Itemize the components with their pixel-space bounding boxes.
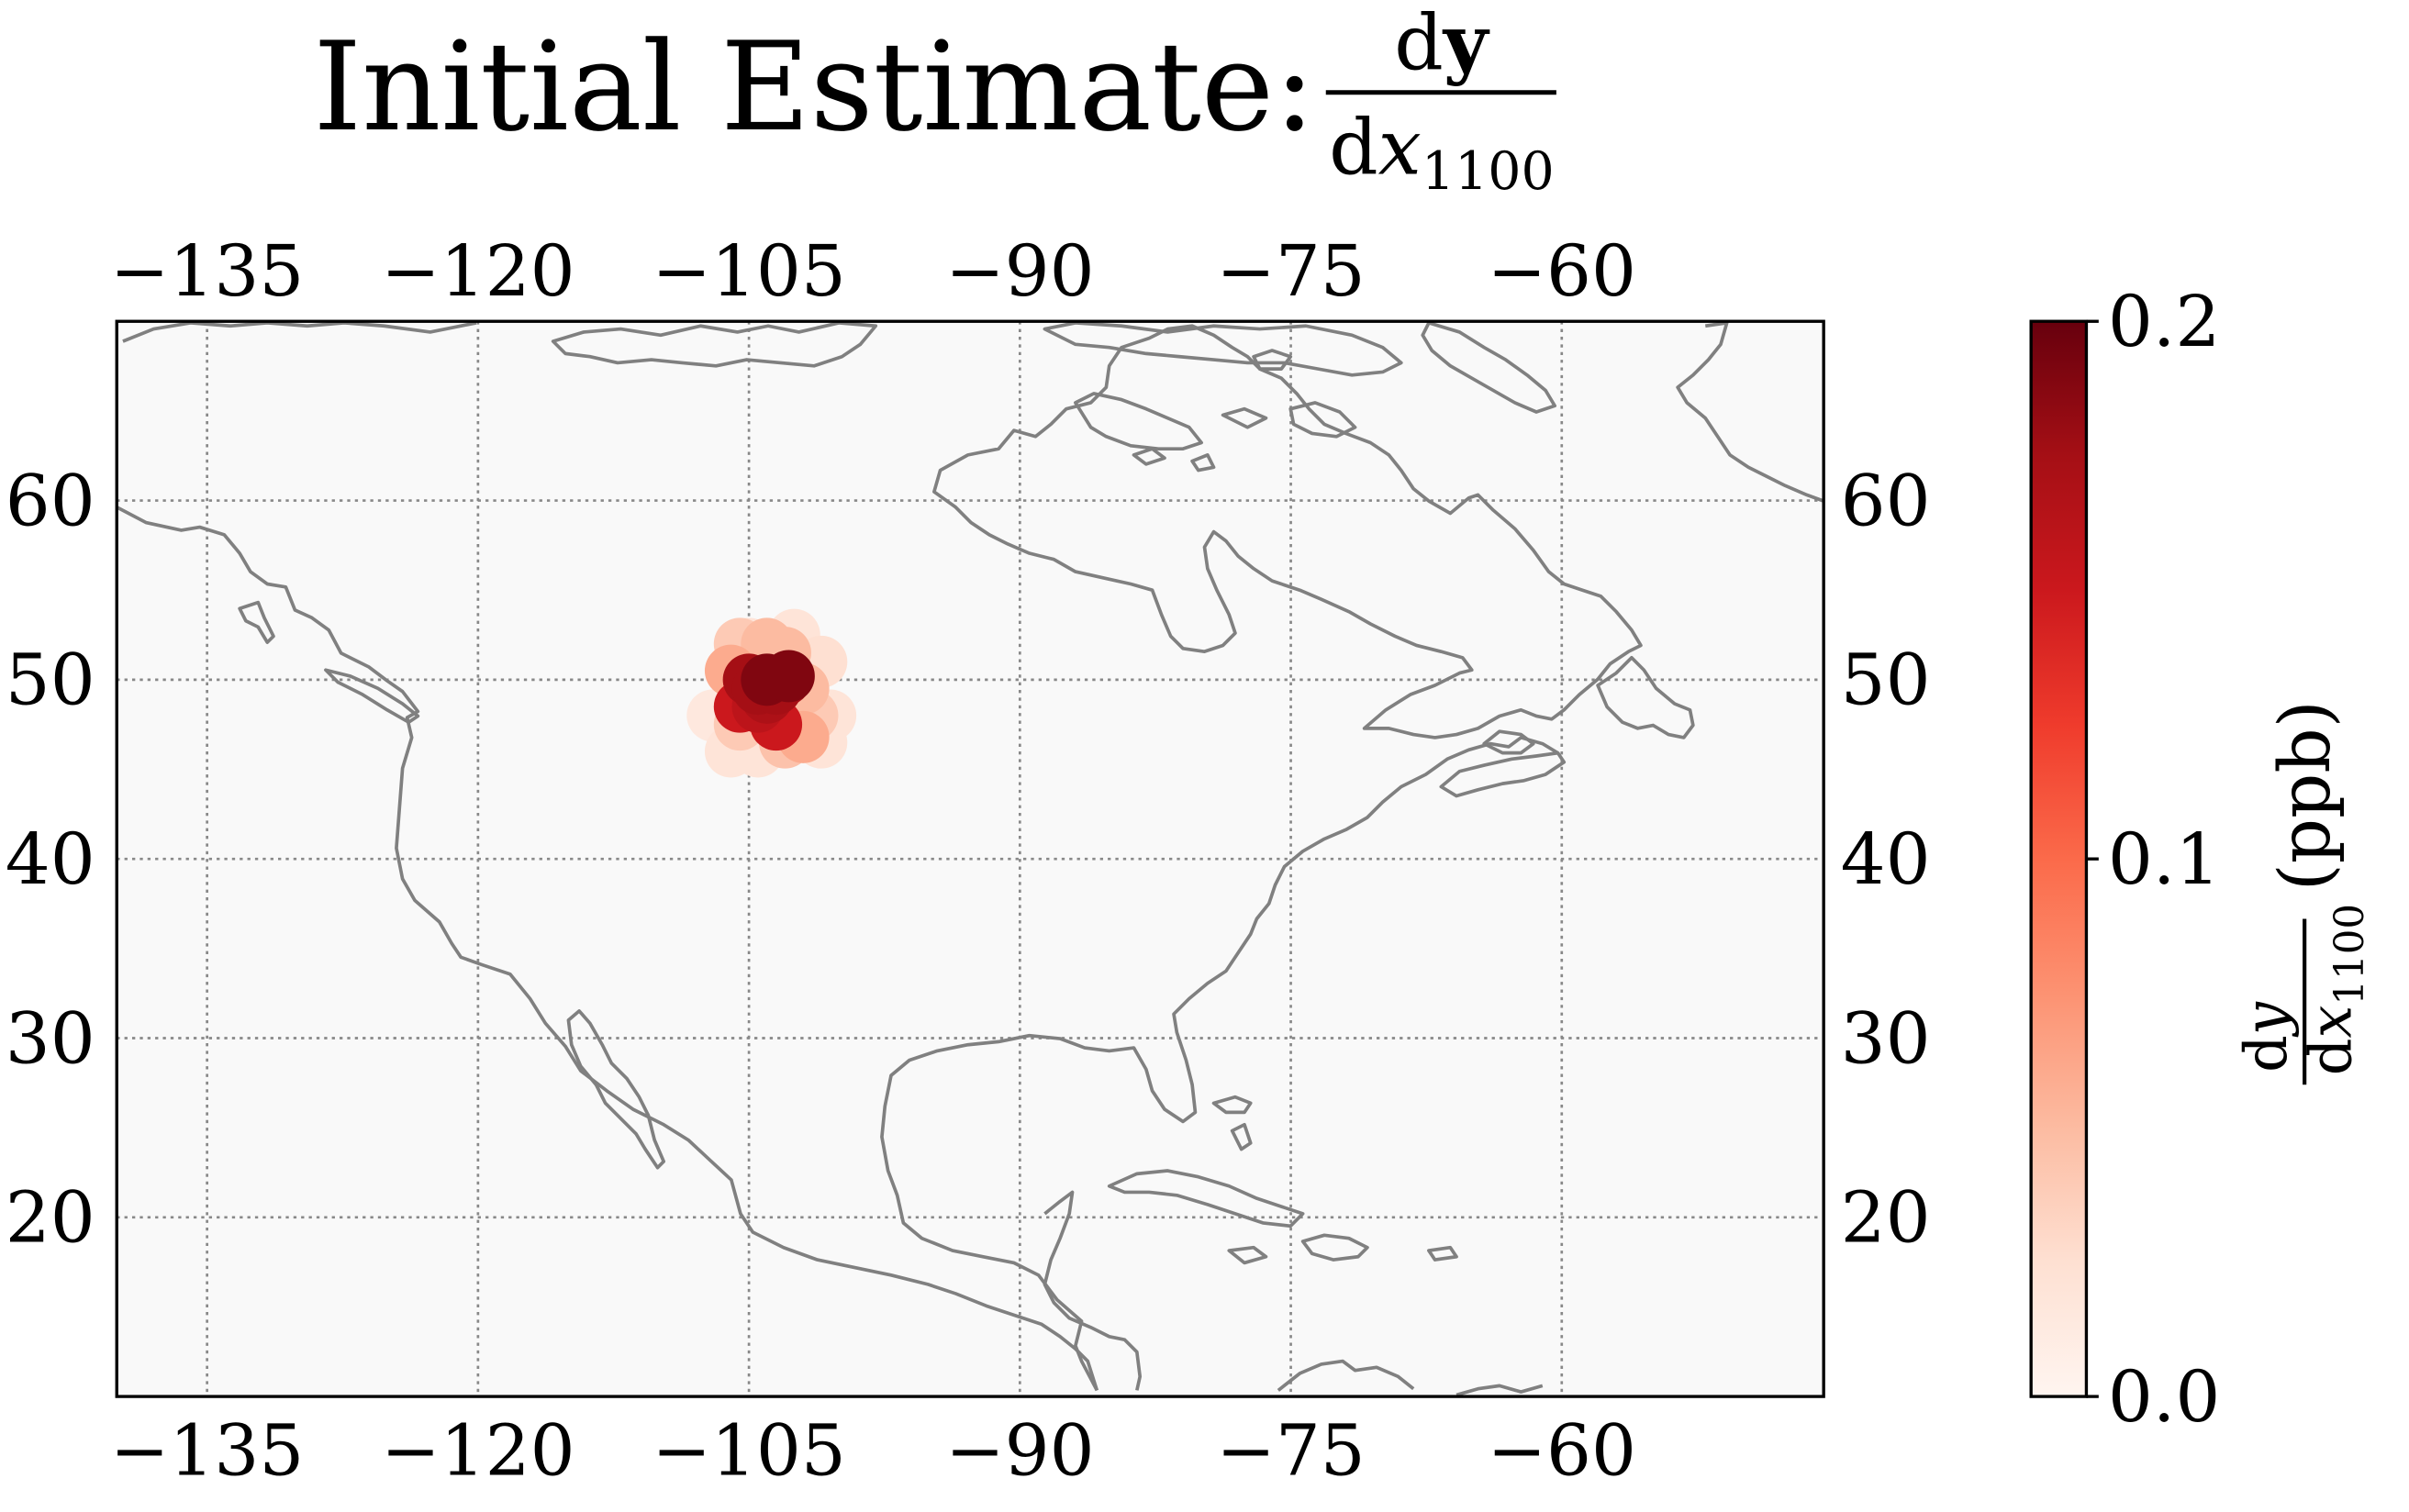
y-tick-label-left: 60: [6, 461, 95, 542]
y-tick-label-right: 30: [1841, 998, 1931, 1080]
x-tick-label-top: −75: [1216, 231, 1366, 313]
coastline-arctic-islands-1: [122, 321, 477, 343]
x-tick-label-bottom: −60: [1488, 1410, 1637, 1492]
coastline-venezuela: [1455, 1384, 1544, 1397]
x-tick-label-top: −135: [110, 231, 305, 313]
x-tick-label-bottom: −120: [381, 1410, 575, 1492]
coastline-greenland: [1676, 321, 1824, 503]
colorbar-label-unit: (ppb): [2265, 700, 2347, 891]
colorbar: 0.0 0.1 0.2 dy dx1100 (ppb): [2029, 282, 2381, 1439]
coastline-arctic-islands-9: [1190, 453, 1216, 472]
x-tick-label-top: −105: [652, 231, 846, 313]
x-tick-label-bottom: −105: [652, 1410, 846, 1492]
coastline-north-america: [117, 506, 1099, 1391]
coastline-arctic-islands-3: [1043, 321, 1403, 377]
coastline-southampton-island: [1074, 392, 1203, 451]
y-tick-label-left: 40: [6, 819, 95, 901]
colorbar-label-den: dx1100: [2297, 904, 2372, 1075]
y-tick-label-right: 20: [1841, 1178, 1931, 1260]
coastline-hispaniola: [1300, 1233, 1369, 1262]
x-tick-label-bottom: −75: [1216, 1410, 1366, 1492]
x-tick-label-top: −120: [381, 231, 575, 313]
y-tick-labels-left: 20 30 40 50 60: [6, 461, 95, 1259]
y-tick-label-right: 40: [1841, 819, 1931, 901]
coastline-arctic-islands-4: [1421, 321, 1557, 414]
title-prefix: Initial Estimate:: [313, 16, 1315, 159]
coastline-gulf-of-mexico: [880, 736, 1559, 1392]
coastlines: [117, 321, 1824, 1397]
map-frame: [115, 319, 1825, 1398]
x-tick-label-bottom: −135: [110, 1410, 305, 1492]
coastline-newfoundland: [1596, 656, 1695, 739]
x-tick-labels-top: −135 −120 −105 −90 −75 −60: [110, 231, 1636, 313]
colorbar-label-text: dy dx1100 (ppb): [2222, 700, 2381, 1075]
colorbar-label: dy dx1100 (ppb): [2222, 700, 2381, 1085]
coastline-arctic-islands-5: [1288, 401, 1357, 439]
coastline-cuba: [1107, 1169, 1305, 1228]
coastline-arctic-islands-2: [551, 321, 878, 368]
y-tick-label-left: 50: [6, 640, 95, 722]
colorbar-tick-label: 0.2: [2108, 282, 2220, 363]
y-tick-labels-right: 20 30 40 50 60: [1841, 461, 1931, 1259]
scatter-point: [762, 650, 815, 703]
coastline-central-america-south: [1277, 1359, 1415, 1392]
coastline-florida-keys: [1211, 1095, 1253, 1115]
x-tick-labels-bottom: −135 −120 −105 −90 −75 −60: [110, 1410, 1636, 1492]
coastline-jamaica: [1227, 1245, 1268, 1265]
coastline-vancouver-island: [324, 668, 420, 725]
coastline-nova-scotia: [1439, 750, 1567, 798]
coastline-arctic-islands-8: [1132, 447, 1166, 466]
coastline-yucatan: [1043, 1190, 1143, 1391]
title-fraction-numerator: dy: [1394, 0, 1490, 88]
coastline-hudson-bay: [932, 324, 1643, 739]
coastline-gulf-st-lawrence: [1482, 729, 1535, 755]
gridlines: [117, 321, 1824, 1397]
colorbar-tick-label: 0.1: [2108, 819, 2220, 901]
coastline-bahamas: [1230, 1122, 1253, 1151]
y-tick-label-left: 20: [6, 1178, 95, 1260]
y-tick-label-left: 30: [6, 998, 95, 1080]
chart-title: Initial Estimate: dy dx1100: [313, 0, 1556, 202]
title-fraction-denominator: dx1100: [1329, 103, 1555, 203]
coastline-baja-california: [566, 1009, 666, 1170]
colorbar-ticks: 0.0 0.1 0.2: [2086, 282, 2220, 1439]
x-tick-label-bottom: −90: [945, 1410, 1095, 1492]
colorbar-gradient: [2031, 321, 2087, 1397]
coastline-puerto-rico: [1427, 1245, 1458, 1262]
scatter-points: [686, 608, 857, 778]
x-tick-label-top: −60: [1488, 231, 1637, 313]
coastline-haida-gwaii: [238, 600, 275, 644]
colorbar-label-num: dy: [2233, 1001, 2301, 1073]
y-tick-label-right: 60: [1841, 461, 1931, 542]
y-tick-label-right: 50: [1841, 640, 1931, 722]
coastline-arctic-islands-6: [1221, 406, 1268, 429]
colorbar-tick-label: 0.0: [2108, 1357, 2220, 1439]
x-tick-label-top: −90: [945, 231, 1095, 313]
title-fraction: dy dx1100: [1325, 0, 1556, 203]
coastline-arctic-islands-7: [1252, 349, 1293, 371]
